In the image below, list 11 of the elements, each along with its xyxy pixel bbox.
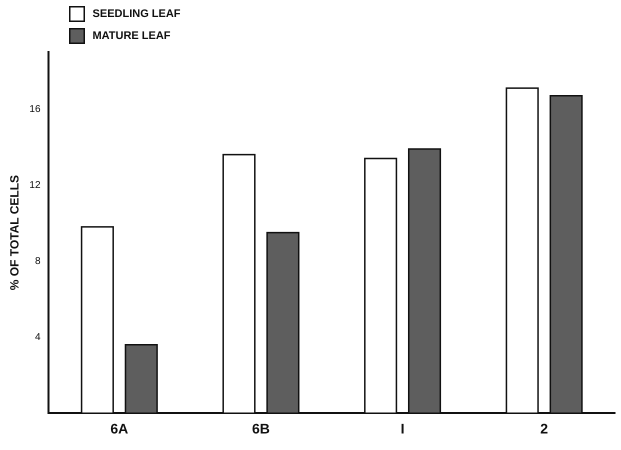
y-tick-label: 12 — [29, 180, 41, 191]
x-tick-label: 6B — [252, 420, 270, 436]
y-tick-label: 16 — [29, 104, 41, 115]
x-tick-label: 2 — [540, 420, 548, 436]
y-tick-label: 4 — [34, 332, 41, 343]
legend-label: MATURE LEAF — [92, 30, 171, 42]
y-tick-label: 8 — [34, 256, 41, 267]
x-tick-label: I — [400, 420, 405, 436]
x-tick-label: 6A — [110, 420, 128, 436]
legend-label: SEEDLING LEAF — [92, 8, 181, 20]
y-axis-title: % OF TOTAL CELLS — [8, 174, 22, 290]
